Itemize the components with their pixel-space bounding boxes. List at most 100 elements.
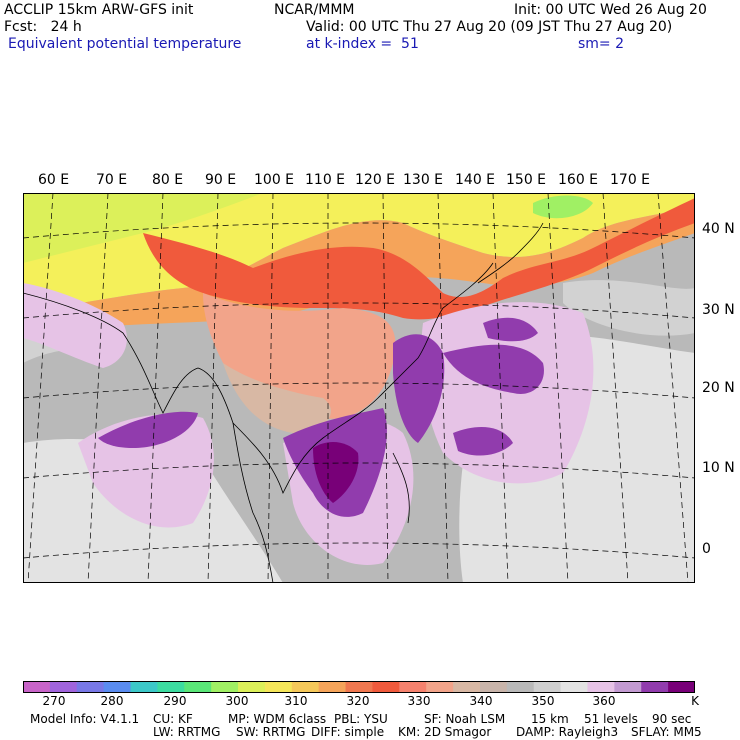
- colorbar-label: 270: [42, 694, 66, 708]
- lon-label: 70 E: [96, 172, 128, 188]
- colorbar-swatch: [533, 681, 562, 693]
- colorbar-swatch: [668, 681, 695, 693]
- lon-line: [657, 193, 689, 583]
- init-time: Init: 00 UTC Wed 26 Aug 20: [514, 2, 707, 18]
- high-theta-band: [143, 198, 695, 320]
- south-china-region: [223, 363, 332, 433]
- colorbar-swatch: [49, 681, 78, 693]
- field-name: Equivalent potential temperature: [8, 36, 242, 52]
- lw-scheme: LW: RRTMG: [153, 725, 221, 739]
- coastlines: [23, 222, 544, 583]
- graticule: [23, 193, 695, 583]
- model-info: Model Info: V4.1.1: [30, 712, 140, 726]
- colorbar-swatch: [560, 681, 588, 693]
- colorbar-swatch: [641, 681, 669, 693]
- colorbar-swatch: [184, 681, 212, 693]
- lon-line: [87, 193, 109, 583]
- lon-line: [602, 193, 629, 583]
- colorbar-label: 320: [346, 694, 370, 708]
- colorbar-swatch: [23, 681, 51, 693]
- valid-time: Valid: 00 UTC Thu 27 Aug 20 (09 JST Thu …: [306, 19, 673, 35]
- colorbar-label: 350: [531, 694, 555, 708]
- lon-line: [207, 193, 219, 583]
- colorbar-label: 310: [284, 694, 308, 708]
- lat-line-40: [23, 222, 695, 239]
- lon-line: [147, 193, 164, 583]
- colorbar-swatch: [264, 681, 293, 693]
- colorbar-swatch: [426, 681, 454, 693]
- colorbar-label: 360: [592, 694, 616, 708]
- colorbar-swatch: [345, 681, 373, 693]
- lon-label: 60 E: [38, 172, 70, 188]
- lon-label: 100 E: [254, 172, 295, 188]
- smoothing-label: sm= 2: [578, 36, 625, 52]
- lon-label: 80 E: [152, 172, 184, 188]
- north-pacific-area: [563, 280, 695, 336]
- forecast-hour: Fcst: 24 h: [4, 19, 82, 35]
- colorbar-swatch: [211, 681, 239, 693]
- pbl-scheme: PBL: YSU: [334, 712, 388, 726]
- colorbar-swatch: [76, 681, 105, 693]
- lon-line: [27, 193, 54, 583]
- pakistan-pink-area: [23, 283, 127, 368]
- lon-label: 150 E: [506, 172, 547, 188]
- colorbar-swatch: [506, 681, 535, 693]
- cu-scheme: CU: KF: [153, 712, 193, 726]
- lon-label: 90 E: [205, 172, 237, 188]
- colorbar-unit: K: [691, 694, 699, 708]
- colorbar-label: 290: [163, 694, 187, 708]
- km-scheme: KM: 2D Smagor: [398, 725, 492, 739]
- lat-line-20: [23, 382, 695, 399]
- lat-label: 30 N: [702, 302, 735, 318]
- colorbar-label: 280: [100, 694, 124, 708]
- lat-line-0: [23, 542, 695, 559]
- levels: 51 levels: [584, 712, 638, 726]
- lon-label: 130 E: [403, 172, 444, 188]
- colorbar-swatch: [399, 681, 427, 693]
- sflay-scheme: SFLAY: MM5: [631, 725, 702, 739]
- colorbar-swatch: [587, 681, 615, 693]
- taiwan-purple: [393, 334, 445, 443]
- mp-scheme: MP: WDM 6class: [228, 712, 327, 726]
- colorbar-swatch: [614, 681, 642, 693]
- bay-of-bengal-purple: [98, 411, 198, 448]
- lon-line: [267, 193, 274, 583]
- lat-label: 10 N: [702, 460, 735, 476]
- colorbar-label: 340: [469, 694, 493, 708]
- indochina-dark-purple: [313, 441, 359, 503]
- colorbar-swatch: [103, 681, 132, 693]
- lon-label: 160 E: [558, 172, 599, 188]
- colorbar-label: 300: [225, 694, 249, 708]
- colorbar-frame: [23, 681, 695, 693]
- sf-scheme: SF: Noah LSM: [424, 712, 506, 726]
- lat-label: 20 N: [702, 380, 735, 396]
- lon-label: 140 E: [455, 172, 496, 188]
- colorbar-swatch: [453, 681, 481, 693]
- diff-scheme: DIFF: simple: [311, 725, 385, 739]
- damp-scheme: DAMP: Rayleigh3: [516, 725, 619, 739]
- lat-label: 40 N: [702, 221, 735, 237]
- japan-coastline: [477, 222, 544, 284]
- philippines-coastline: [392, 452, 410, 524]
- lon-label: 110 E: [305, 172, 346, 188]
- map-panel: [23, 193, 695, 583]
- lon-line: [492, 193, 509, 583]
- colorbar: [23, 681, 695, 693]
- south-asia-coastline: [23, 292, 274, 583]
- philippine-sea-purple: [443, 344, 544, 394]
- lat-line-10: [23, 462, 695, 479]
- colorbar-swatch: [479, 681, 508, 693]
- colorbar-swatch: [372, 681, 400, 693]
- lon-line: [382, 193, 389, 583]
- lat-line-30: [23, 302, 695, 319]
- lat-label: 0: [702, 541, 711, 557]
- colorbar-swatch: [130, 681, 158, 693]
- resolution: 15 km: [531, 712, 569, 726]
- pacific-purple-patch: [453, 427, 513, 456]
- map-frame: [23, 193, 695, 583]
- lon-line: [547, 193, 569, 583]
- model-title: ACCLIP 15km ARW-GFS init: [4, 2, 194, 18]
- lon-label: 170 E: [610, 172, 651, 188]
- org-label: NCAR/MMM: [274, 2, 355, 18]
- east-asia-coastline: [232, 262, 494, 495]
